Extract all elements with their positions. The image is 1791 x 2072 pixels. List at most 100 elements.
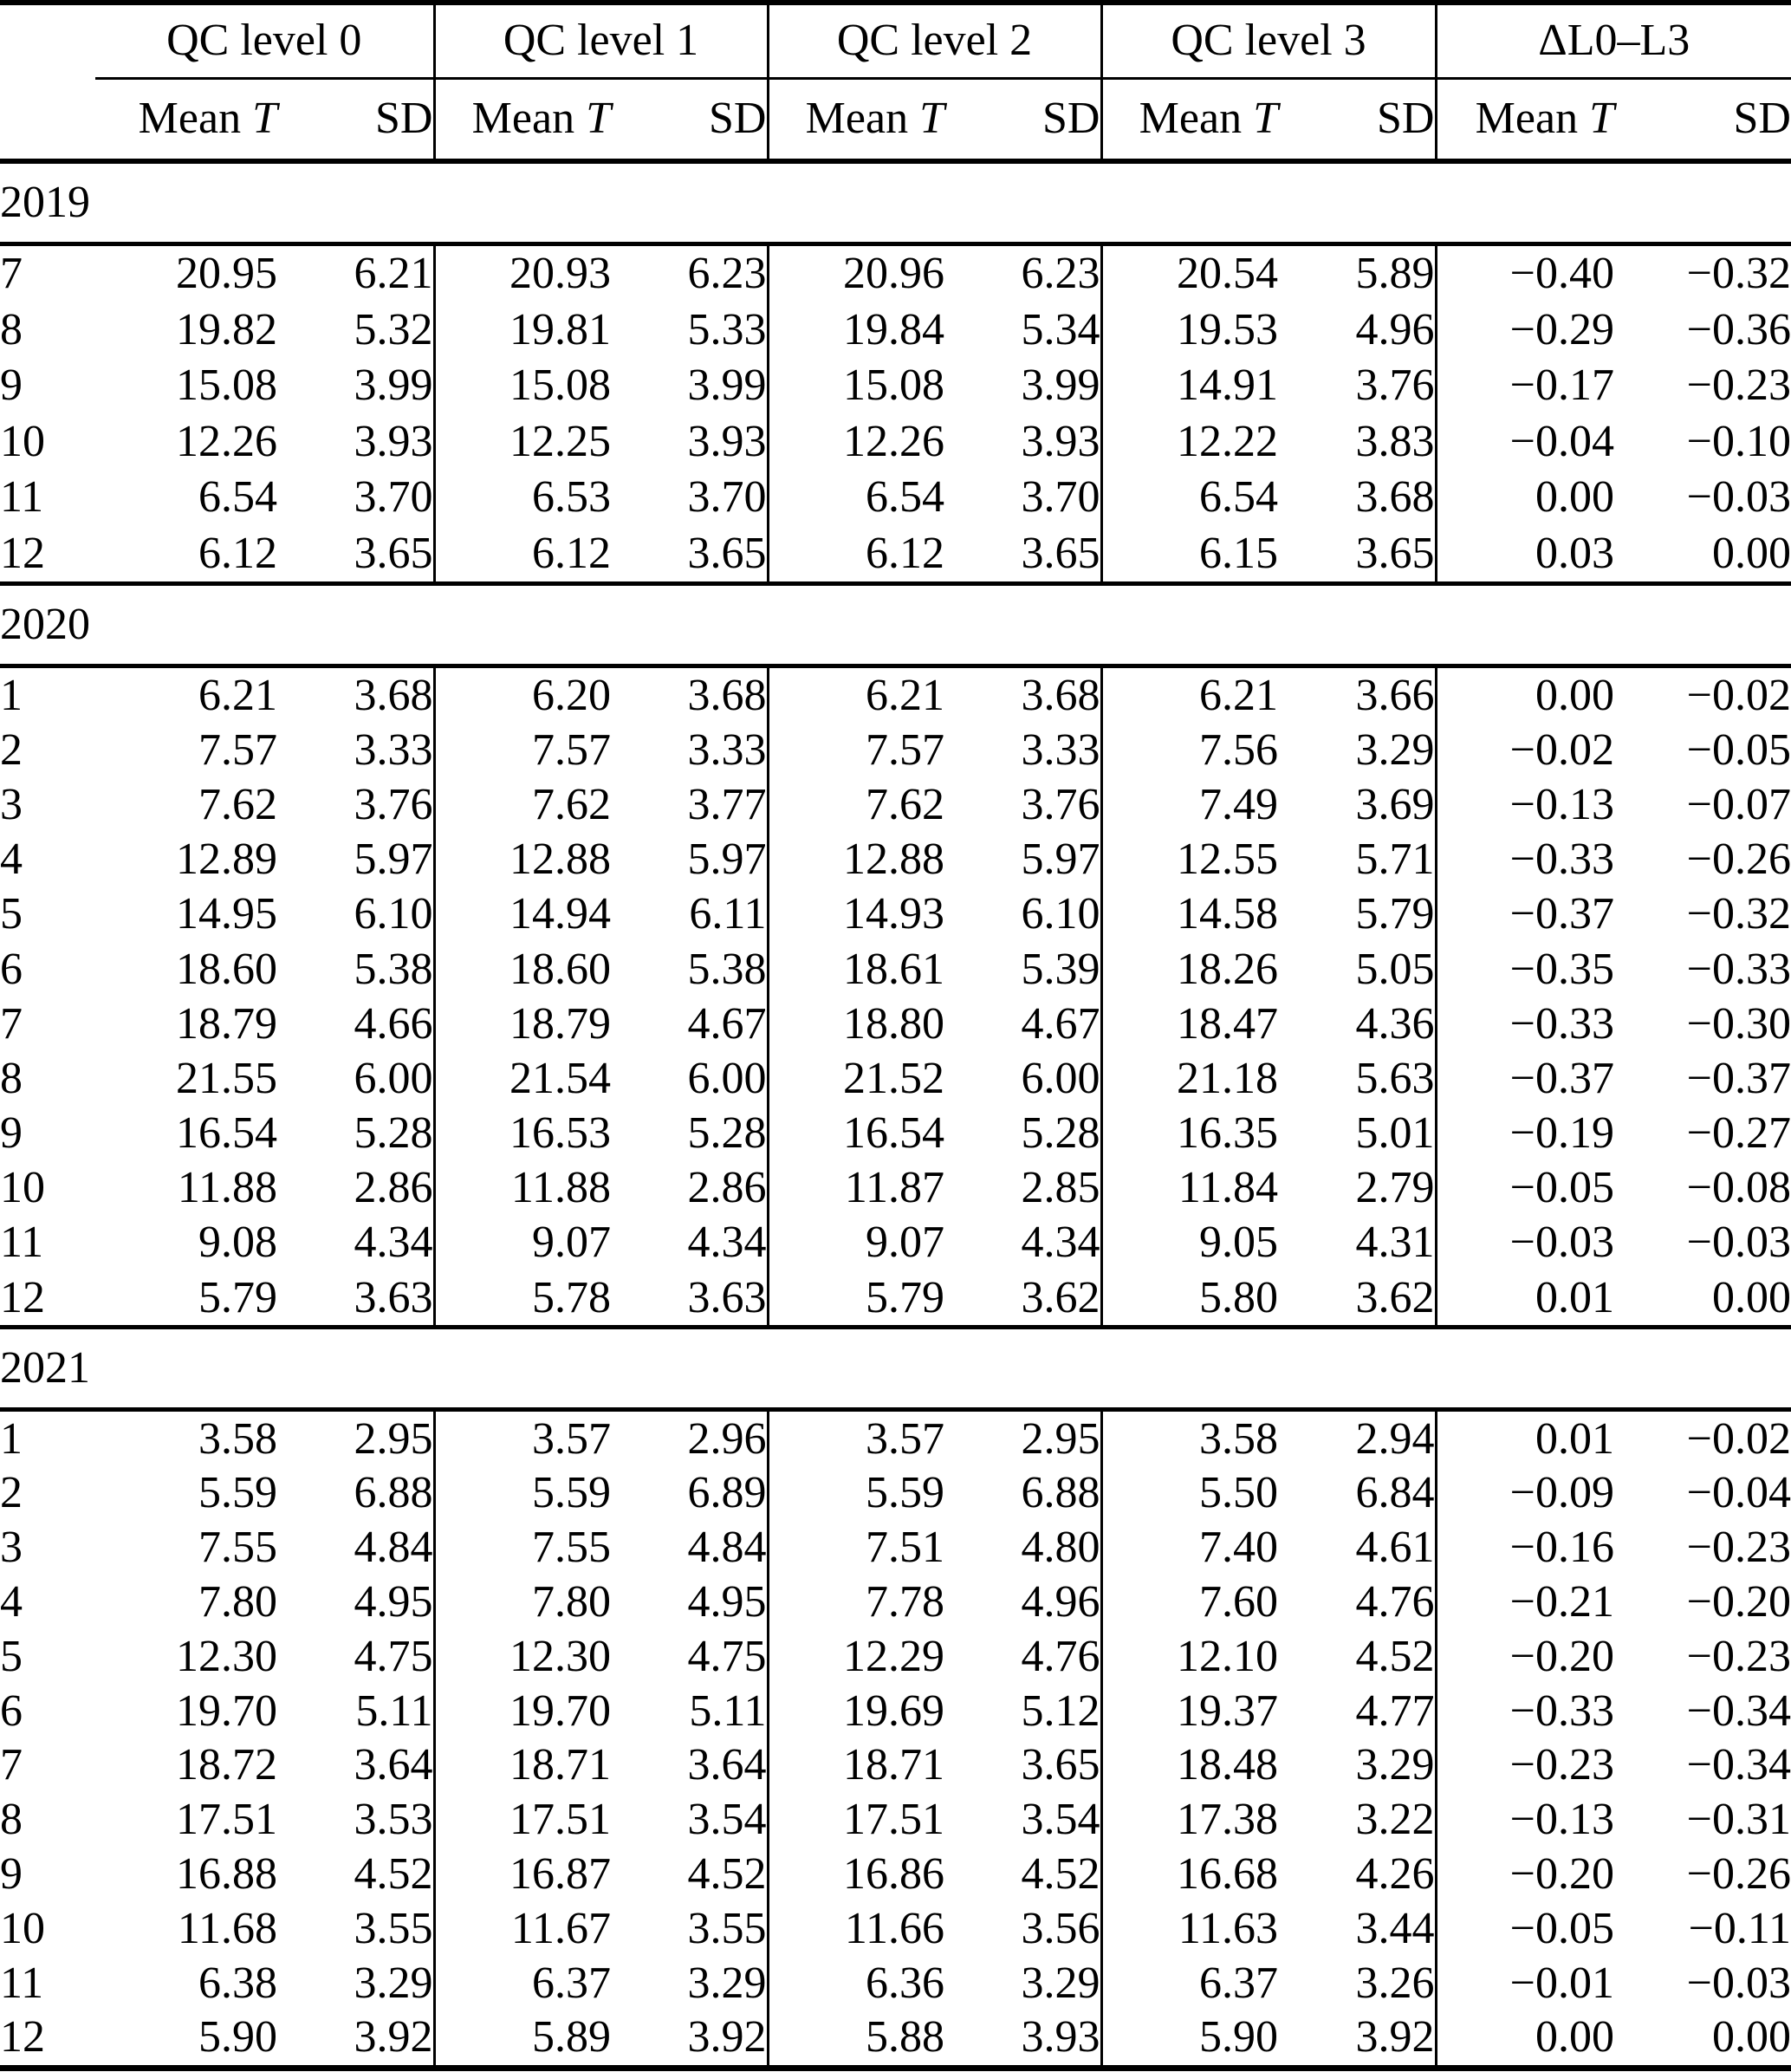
value-cell: 3.68 [687, 670, 767, 720]
value-cell: 6.37 [432, 1956, 611, 2011]
value-cell: 7.80 [198, 1577, 277, 1627]
section-rule-after-2020 [0, 1325, 1791, 1330]
mean-header-1: Mean T [432, 78, 611, 159]
value-cell: 4.26 [1355, 1849, 1435, 1900]
top-rule-line [0, 0, 1791, 5]
value-cell: −0.33 [1434, 832, 1614, 887]
value-cell: 4.76 [1355, 1577, 1435, 1627]
table-row: 12 6.12 3.65 6.12 3.65 6.12 3.65 6.15 3.65 0.03 0.… [0, 525, 1791, 581]
value-cell: −0.29 [1434, 302, 1614, 358]
value-cell: 7.62 [766, 777, 944, 833]
value-cell: 3.57 [432, 1412, 611, 1467]
table-row: 3 7.55 4.84 7.55 4.84 7.51 4.80 7.40 4.61 −0.16 −0… [0, 1520, 1791, 1575]
month-cell: 10 [0, 1163, 45, 1213]
value-cell: 7.62 [198, 779, 277, 829]
value-cell: 7.40 [1100, 1520, 1278, 1575]
value-cell: 5.28 [1021, 1108, 1100, 1159]
value-cell: 6.21 [354, 249, 433, 299]
value-cell: 19.84 [766, 302, 944, 358]
value-cell: 4.52 [1021, 1849, 1100, 1900]
year-rule-below-2020 [0, 664, 1791, 668]
value-cell: 2.95 [1021, 1413, 1100, 1464]
value-cell: 4.96 [1021, 1577, 1100, 1627]
section-rule-after-2019 [0, 581, 1791, 586]
section-rule-after-2019-line [0, 581, 1791, 586]
mean-label: Mean [1475, 94, 1579, 144]
value-cell: 18.80 [766, 997, 944, 1052]
year-rule-below-2020-line [0, 664, 1791, 668]
table-row: 12 5.90 3.92 5.89 3.92 5.88 3.93 5.90 3.92 0.00 0.… [0, 2010, 1791, 2065]
value-cell: 6.12 [432, 525, 611, 581]
month-cell: 3 [0, 779, 23, 829]
value-cell: 20.93 [432, 246, 611, 302]
value-cell: −0.08 [1686, 1163, 1791, 1213]
value-cell: −0.05 [1686, 724, 1791, 775]
value-cell: 14.58 [1100, 887, 1278, 942]
value-cell: −0.23 [1434, 1738, 1614, 1793]
header-rule-line [0, 159, 1791, 164]
value-cell: 5.79 [1355, 889, 1435, 939]
mean-header-4: Mean T [1434, 78, 1614, 159]
value-cell: 7.78 [766, 1575, 944, 1630]
value-cell: 5.39 [1021, 944, 1100, 994]
value-cell: 3.55 [354, 1903, 433, 1953]
value-cell: 2.95 [354, 1413, 433, 1464]
value-cell: −0.30 [1686, 998, 1791, 1049]
value-cell: −0.05 [1434, 1901, 1614, 1957]
value-cell: 5.05 [1355, 944, 1435, 994]
value-cell: −0.33 [1686, 944, 1791, 994]
value-cell: 3.29 [1355, 724, 1435, 775]
value-cell: 18.26 [1100, 941, 1278, 997]
value-cell: −0.31 [1686, 1795, 1791, 1845]
value-cell: 7.49 [1100, 777, 1278, 833]
sd-header-4: SD [1733, 94, 1791, 144]
value-cell: 19.70 [432, 1684, 611, 1739]
mean-header-0: Mean T [95, 78, 277, 159]
value-cell: 6.10 [1021, 889, 1100, 939]
value-cell: 3.93 [687, 416, 767, 466]
value-cell: 3.55 [687, 1903, 767, 1953]
value-cell: 7.57 [198, 724, 277, 775]
year-rule-below-2019-line [0, 242, 1791, 246]
value-cell: −0.37 [1434, 887, 1614, 942]
value-cell: 3.93 [1021, 2012, 1100, 2062]
value-cell: 4.34 [1021, 1218, 1100, 1268]
year-label-2019: 2019 [0, 178, 90, 227]
value-cell: 5.89 [432, 2010, 611, 2065]
table-row: 8 17.51 3.53 17.51 3.54 17.51 3.54 17.38 3.22 −0.… [0, 1792, 1791, 1848]
value-cell: −0.21 [1434, 1575, 1614, 1630]
value-cell: 0.00 [1712, 2012, 1791, 2062]
value-cell: 6.36 [766, 1956, 944, 2011]
bottom-rule-line [0, 2064, 1791, 2071]
mean-label: Mean [471, 94, 575, 144]
value-cell: 5.01 [1355, 1108, 1435, 1159]
value-cell: 12.26 [766, 413, 944, 470]
table-row: 8 21.55 6.00 21.54 6.00 21.52 6.00 21.18 5.63 −0.… [0, 1051, 1791, 1107]
table-row: 7 20.95 6.21 20.93 6.23 20.96 6.23 20.54 5.89 −0.… [0, 246, 1791, 302]
month-cell: 11 [0, 1958, 44, 2008]
month-cell: 4 [0, 835, 23, 885]
value-cell: 3.22 [1355, 1795, 1435, 1845]
value-cell: −0.26 [1686, 835, 1791, 885]
value-cell: 3.83 [1355, 416, 1435, 466]
value-cell: 2.79 [1355, 1163, 1435, 1213]
value-cell: 6.54 [766, 470, 944, 526]
value-cell: 7.51 [766, 1520, 944, 1575]
value-cell: 3.66 [1355, 670, 1435, 720]
value-cell: 11.88 [432, 1160, 611, 1216]
value-cell: 3.64 [687, 1740, 767, 1790]
value-cell: 3.29 [1355, 1740, 1435, 1790]
value-cell: 3.99 [354, 360, 433, 411]
table-row: 6 19.70 5.11 19.70 5.11 19.69 5.12 19.37 4.77 −0.… [0, 1684, 1791, 1739]
month-cell: 6 [0, 944, 23, 994]
value-cell: 6.12 [766, 525, 944, 581]
value-cell: 5.38 [687, 944, 767, 994]
mean-label: Mean [138, 94, 242, 144]
value-cell: 5.79 [766, 1270, 944, 1326]
value-cell: 7.55 [432, 1520, 611, 1575]
value-cell: 18.79 [176, 998, 277, 1049]
value-cell: 7.57 [432, 723, 611, 778]
value-cell: 5.97 [1021, 835, 1100, 885]
value-cell: 4.75 [354, 1631, 433, 1681]
value-cell: 5.11 [355, 1686, 433, 1736]
